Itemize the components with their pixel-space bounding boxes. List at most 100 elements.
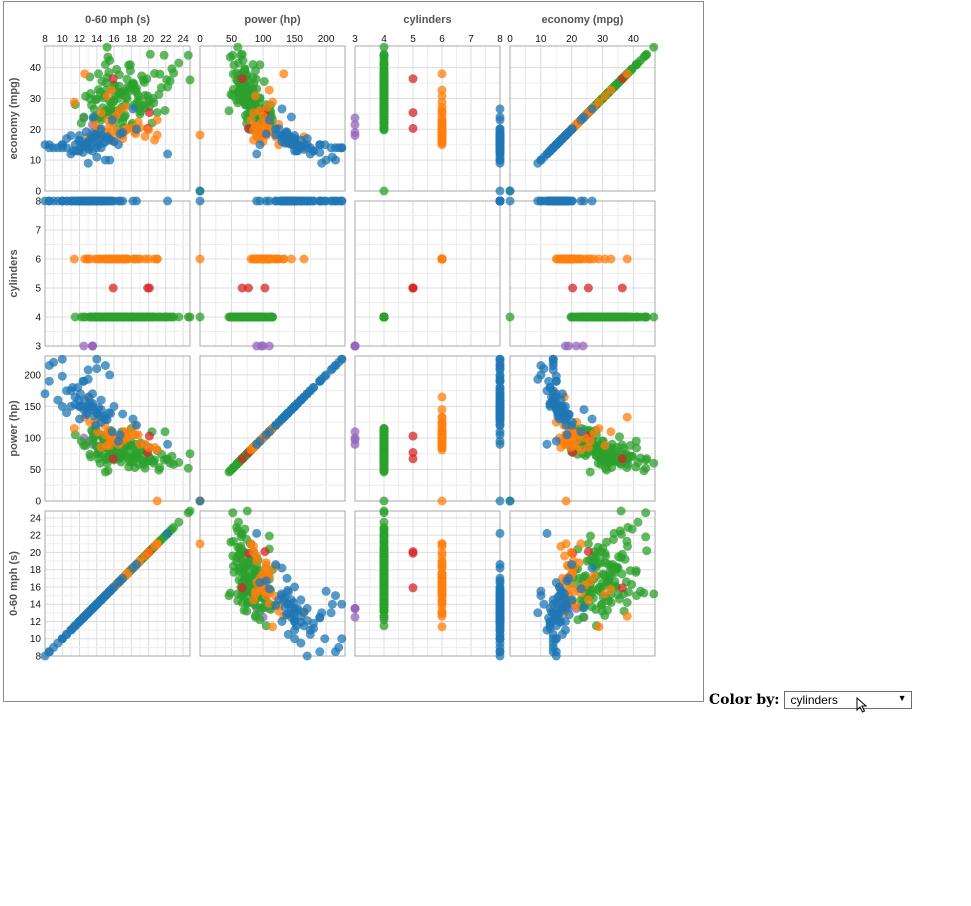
data-point[interactable] [437,69,447,79]
data-point[interactable] [167,312,177,322]
data-point[interactable] [107,115,117,125]
data-point[interactable] [78,376,88,386]
data-point[interactable] [233,42,243,52]
data-point[interactable] [92,354,102,364]
data-point[interactable] [437,125,447,135]
data-point[interactable] [551,376,561,386]
data-point[interactable] [264,584,274,594]
data-point[interactable] [495,560,505,569]
data-point[interactable] [600,548,610,558]
data-point[interactable] [290,605,300,615]
data-point[interactable] [143,91,153,101]
data-point[interactable] [505,186,515,196]
data-point[interactable] [408,74,418,84]
data-point[interactable] [228,69,238,79]
data-point[interactable] [78,147,88,157]
data-point[interactable] [160,427,170,437]
data-point[interactable] [576,584,586,594]
data-point[interactable] [612,562,622,572]
data-point[interactable] [337,143,347,153]
data-point[interactable] [99,138,109,148]
data-point[interactable] [40,196,50,206]
data-point[interactable] [40,651,50,661]
data-point[interactable] [96,108,106,118]
data-point[interactable] [252,528,262,538]
data-point[interactable] [408,108,418,118]
data-point[interactable] [556,541,566,551]
data-point[interactable] [627,312,637,322]
data-point[interactable] [636,453,645,463]
data-point[interactable] [81,441,91,450]
data-point[interactable] [566,312,576,322]
data-point[interactable] [299,196,309,206]
data-point[interactable] [185,75,195,85]
data-point[interactable] [79,341,89,351]
data-point[interactable] [195,186,205,196]
data-point[interactable] [327,599,337,609]
data-point[interactable] [249,541,259,551]
data-point[interactable] [600,456,610,466]
data-point[interactable] [97,412,107,422]
data-point[interactable] [271,560,281,569]
data-point[interactable] [81,127,91,137]
data-point[interactable] [121,254,131,264]
data-point[interactable] [585,467,595,477]
data-point[interactable] [495,629,505,639]
data-point[interactable] [561,496,571,506]
data-point[interactable] [174,58,184,68]
data-point[interactable] [100,361,110,370]
data-point[interactable] [337,196,347,206]
data-point[interactable] [408,283,418,293]
data-point[interactable] [602,465,612,475]
data-point[interactable] [150,442,160,452]
data-point[interactable] [237,74,247,84]
data-point[interactable] [145,49,155,59]
data-point[interactable] [600,441,610,450]
data-point[interactable] [608,535,618,544]
data-point[interactable] [169,459,179,469]
data-point[interactable] [606,598,616,607]
data-point[interactable] [437,622,447,632]
data-point[interactable] [437,427,447,437]
data-point[interactable] [505,196,515,206]
data-point[interactable] [408,431,418,441]
data-point[interactable] [160,106,170,115]
data-point[interactable] [560,551,570,561]
data-point[interactable] [152,115,162,125]
data-point[interactable] [594,622,604,632]
data-point[interactable] [603,578,613,588]
data-point[interactable] [573,615,583,625]
data-point[interactable] [271,420,281,430]
data-point[interactable] [602,537,612,547]
data-point[interactable] [73,383,83,392]
data-point[interactable] [246,115,256,125]
data-point[interactable] [97,130,107,140]
data-point[interactable] [309,618,318,628]
data-point[interactable] [350,427,360,437]
data-point[interactable] [75,414,84,424]
data-point[interactable] [224,106,234,116]
data-point[interactable] [86,452,96,462]
data-point[interactable] [113,436,123,446]
data-point[interactable] [379,439,389,449]
data-point[interactable] [242,506,252,516]
data-point[interactable] [587,196,597,206]
data-point[interactable] [568,283,578,293]
data-point[interactable] [379,496,389,506]
data-point[interactable] [232,522,242,532]
data-point[interactable] [578,341,588,351]
data-point[interactable] [642,49,652,59]
data-point[interactable] [379,42,389,52]
data-point[interactable] [138,101,147,111]
data-point[interactable] [114,106,124,116]
data-point[interactable] [612,312,622,322]
data-point[interactable] [615,526,625,536]
data-point[interactable] [379,118,389,128]
data-point[interactable] [163,196,173,206]
data-point[interactable] [283,408,293,418]
data-point[interactable] [106,135,116,145]
data-point[interactable] [240,64,250,74]
data-point[interactable] [544,147,554,157]
data-point[interactable] [633,517,643,527]
data-point[interactable] [437,606,447,616]
